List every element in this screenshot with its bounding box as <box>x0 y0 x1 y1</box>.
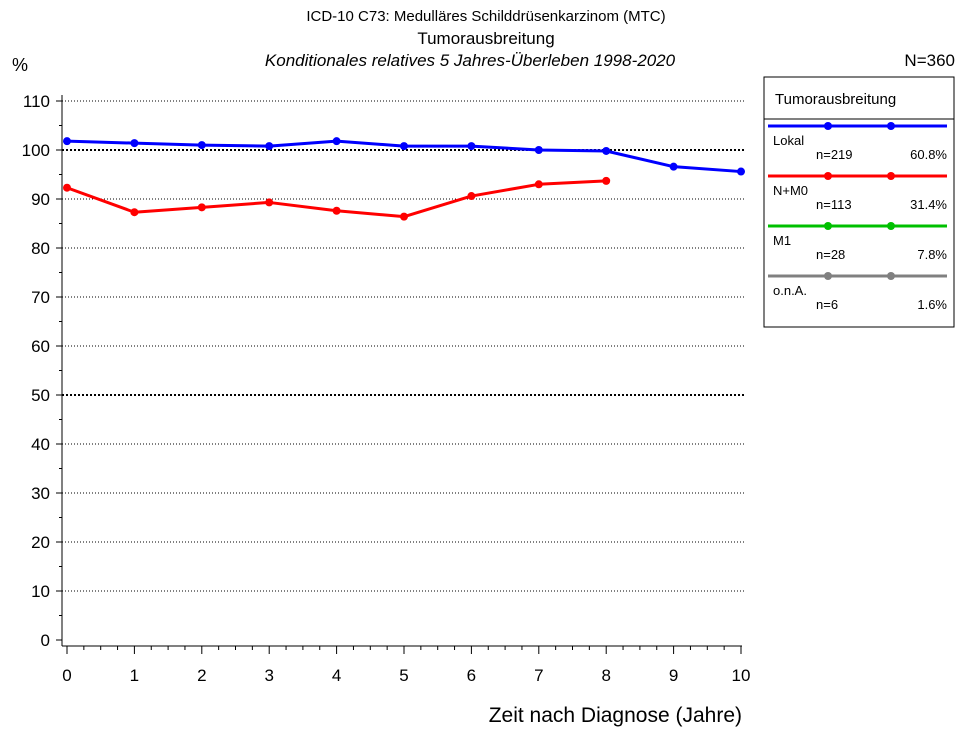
legend-series-pct: 60.8% <box>910 147 947 162</box>
legend: Tumorausbreitung Lokal n=219 60.8% N+M0 n=11… <box>763 76 955 328</box>
x-ticks: 0 1 2 3 4 5 6 7 8 9 10 <box>62 646 750 685</box>
y-tick-label: 20 <box>31 533 50 552</box>
legend-series-pct: 7.8% <box>917 247 947 262</box>
y-tick-label: 110 <box>23 92 50 111</box>
legend-series-name: M1 <box>773 233 791 248</box>
data-point <box>737 167 745 176</box>
grid <box>62 100 745 592</box>
y-tick-label: 60 <box>31 337 50 356</box>
chart-subtitle-2: Konditionales relatives 5 Jahres-Überleb… <box>265 51 676 70</box>
data-point <box>400 212 408 221</box>
data-point <box>130 208 139 217</box>
y-tick-label: 0 <box>41 631 50 650</box>
legend-swatch-marker <box>824 122 832 130</box>
y-tick-label: 70 <box>31 288 50 307</box>
data-point <box>400 142 408 151</box>
y-ticks: 0 10 20 30 40 50 60 70 80 90 100 110 <box>22 92 62 650</box>
legend-swatch-marker <box>887 222 895 230</box>
x-tick-label: 1 <box>130 666 139 685</box>
data-point <box>332 206 341 215</box>
data-point <box>130 139 139 148</box>
series-group <box>63 137 745 221</box>
legend-items: Lokal n=219 60.8% N+M0 n=113 31.4% M1 n=28 7.8% o… <box>768 122 947 312</box>
data-point <box>63 183 71 192</box>
legend-swatch-marker <box>887 122 895 130</box>
data-point <box>534 146 543 154</box>
chart-subtitle: Tumorausbreitung <box>417 29 554 48</box>
x-tick-label: 4 <box>332 666 341 685</box>
y-tick-label: 40 <box>31 435 50 454</box>
chart-title: ICD-10 C73: Medulläres Schilddrüsenkarzi… <box>306 8 665 25</box>
y-tick-label: 50 <box>31 386 50 405</box>
data-point <box>467 192 476 201</box>
x-tick-label: 7 <box>534 666 543 685</box>
legend-series-name: o.n.A. <box>773 283 807 298</box>
y-tick-label: 80 <box>31 239 50 258</box>
x-axis-label: Zeit nach Diagnose (Jahre) <box>489 704 742 727</box>
data-point <box>197 141 206 150</box>
legend-swatch-marker <box>824 272 832 280</box>
y-tick-label: 100 <box>22 141 50 160</box>
legend-swatch-marker <box>887 272 895 280</box>
x-tick-label: 5 <box>399 666 408 685</box>
y-tick-label: 30 <box>31 484 50 503</box>
total-n: N=360 <box>904 51 955 70</box>
legend-swatch-marker <box>824 222 832 230</box>
legend-series-n: n=6 <box>816 297 838 312</box>
data-point <box>265 142 274 151</box>
x-tick-label: 8 <box>601 666 610 685</box>
axes <box>61 95 742 647</box>
data-point <box>265 198 274 207</box>
legend-swatch-marker <box>887 172 895 180</box>
data-point <box>197 203 206 212</box>
y-tick-label: 10 <box>31 582 50 601</box>
legend-series-n: n=219 <box>816 147 853 162</box>
x-tick-label: 9 <box>669 666 678 685</box>
legend-series-n: n=28 <box>816 247 845 262</box>
data-point <box>63 137 71 146</box>
data-point <box>467 142 476 151</box>
data-point <box>669 162 678 171</box>
legend-series-pct: 31.4% <box>910 197 947 212</box>
x-tick-label: 6 <box>467 666 476 685</box>
legend-series-n: n=113 <box>816 197 852 212</box>
legend-series-pct: 1.6% <box>917 297 947 312</box>
y-axis-label: % <box>12 55 28 75</box>
data-point <box>534 180 543 189</box>
legend-series-name: Lokal <box>773 133 804 148</box>
data-point <box>602 146 611 155</box>
data-point <box>602 176 611 185</box>
data-point <box>332 137 341 146</box>
x-tick-label: 2 <box>197 666 206 685</box>
legend-series-name: N+M0 <box>773 183 808 198</box>
x-tick-label: 3 <box>264 666 273 685</box>
legend-swatch-marker <box>824 172 832 180</box>
legend-title: Tumorausbreitung <box>775 91 896 108</box>
x-tick-label: 10 <box>732 666 751 685</box>
y-tick-label: 90 <box>31 190 50 209</box>
x-tick-label: 0 <box>62 666 71 685</box>
